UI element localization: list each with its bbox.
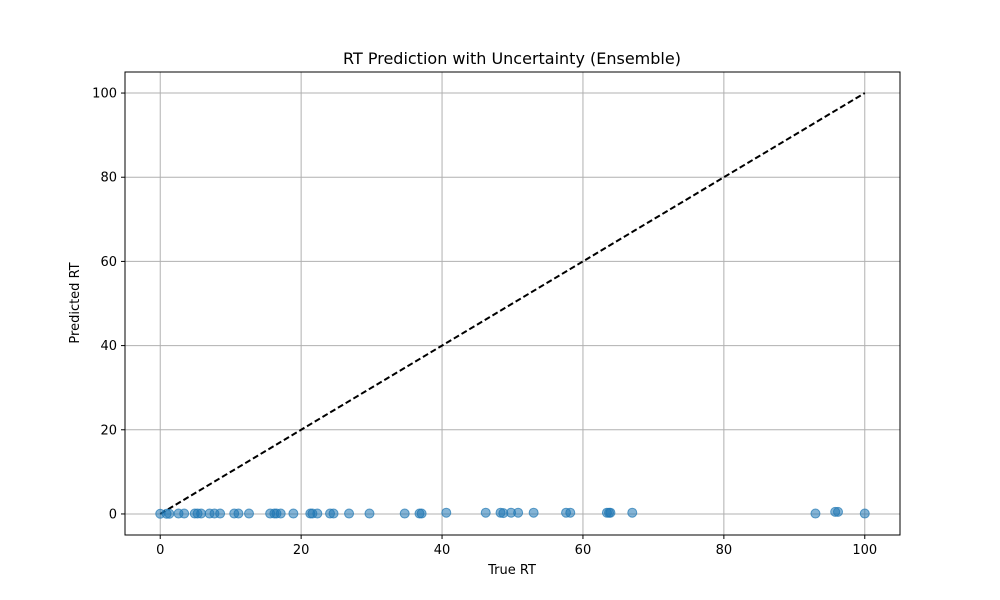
data-point: [859, 508, 870, 519]
data-point: [416, 508, 427, 519]
plot-frame: [124, 71, 901, 536]
data-point: [528, 507, 539, 518]
y-tick-label: 60: [100, 255, 117, 270]
data-point: [605, 507, 616, 518]
x-tick-label: 80: [716, 543, 733, 558]
y-axis-label: Predicted RT: [68, 262, 83, 343]
identity-line: [159, 92, 866, 515]
y-tick-label: 80: [100, 171, 117, 186]
data-point: [399, 508, 410, 519]
data-point: [627, 507, 638, 518]
data-point: [513, 507, 524, 518]
x-axis-label: True RT: [487, 563, 536, 578]
x-tick-label: 100: [852, 543, 877, 558]
x-tick-label: 20: [293, 543, 310, 558]
data-point: [288, 508, 299, 519]
y-tick-label: 0: [109, 507, 117, 522]
y-tick-label: 20: [100, 423, 117, 438]
grid: [125, 72, 900, 535]
y-tick-label: 100: [92, 87, 117, 102]
y-tick-label: 40: [100, 339, 117, 354]
data-point: [164, 508, 175, 519]
data-point: [233, 508, 244, 519]
data-point: [179, 508, 190, 519]
data-point: [441, 507, 452, 518]
x-tick-label: 40: [434, 543, 451, 558]
data-point: [312, 508, 323, 519]
data-point: [244, 508, 254, 519]
data-point: [275, 508, 286, 519]
data-point: [215, 508, 226, 519]
data-point: [328, 508, 339, 519]
data-point: [565, 507, 576, 518]
data-point: [344, 508, 355, 519]
x-tick-label: 0: [156, 543, 164, 558]
data-point: [480, 507, 491, 518]
data-point: [196, 508, 207, 519]
data-points: [155, 506, 870, 519]
x-tick-label: 60: [575, 543, 592, 558]
chart-title: RT Prediction with Uncertainty (Ensemble…: [343, 49, 681, 68]
data-point: [810, 508, 821, 519]
ticks: 0 20 40 60 80 100 0 20 40 60 80 100: [92, 87, 877, 558]
reference-line: [159, 92, 866, 515]
data-point: [833, 506, 843, 517]
data-point: [364, 508, 375, 519]
